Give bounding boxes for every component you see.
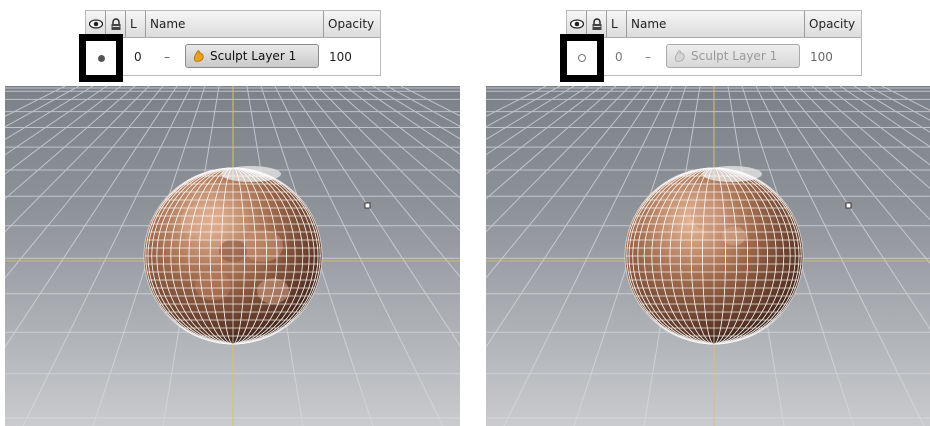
3d-viewport[interactable] [5,86,460,426]
lock-icon [592,17,601,30]
sculpt-layer-icon [193,50,204,62]
sculpt-layer-icon [674,50,685,62]
pivot-marker[interactable] [364,202,371,209]
layer-level: 0 [615,50,623,64]
lock-column-header[interactable] [106,11,126,37]
sculpt-layer-button[interactable]: Sculpt Layer 1 [666,44,800,68]
layer-level: 0 [134,50,142,64]
viewport-scene [486,86,930,426]
visibility-toggle-highlight[interactable] [560,34,604,82]
visibility-column-header[interactable] [86,11,106,37]
layer-table-header: L Name Opacity [86,11,380,38]
layer-opacity[interactable]: 100 [329,50,352,64]
tree-connector: – [645,50,651,64]
viewport-scene [5,86,460,426]
layer-editor-table: L Name Opacity 0 – Sculpt Layer 1 100 [566,10,862,76]
layer-opacity[interactable]: 100 [810,50,833,64]
layer-name: Sculpt Layer 1 [210,49,297,63]
opacity-column-header[interactable]: Opacity [809,17,856,31]
name-column-header[interactable]: Name [146,11,324,37]
opacity-column-header[interactable]: Opacity [328,17,375,31]
eye-icon [88,19,103,29]
lock-icon [111,17,120,30]
3d-viewport[interactable] [486,86,930,426]
visibility-dot-icon [578,54,586,62]
panel-sculpt-layer-hidden: L Name Opacity 0 – Sculpt Layer 1 100 [486,0,930,426]
level-column-header[interactable]: L [607,11,627,37]
level-column-header[interactable]: L [126,11,146,37]
pivot-marker[interactable] [845,202,852,209]
tree-connector: – [164,50,170,64]
panel-sculpt-layer-visible: L Name Opacity 0 – Sculpt Layer 1 100 [5,0,460,426]
visibility-toggle-highlight[interactable] [79,34,123,82]
visibility-dot-icon [97,54,105,62]
layer-table-header: L Name Opacity [567,11,861,38]
sculpt-layer-button[interactable]: Sculpt Layer 1 [185,44,319,68]
eye-icon [569,19,584,29]
layer-row[interactable]: 0 – Sculpt Layer 1 100 [86,38,380,76]
layer-row[interactable]: 0 – Sculpt Layer 1 100 [567,38,861,76]
name-column-header[interactable]: Name [627,11,805,37]
lock-column-header[interactable] [587,11,607,37]
visibility-column-header[interactable] [567,11,587,37]
layer-name: Sculpt Layer 1 [691,49,778,63]
layer-editor-table: L Name Opacity 0 – Sculpt Layer 1 100 [85,10,381,76]
